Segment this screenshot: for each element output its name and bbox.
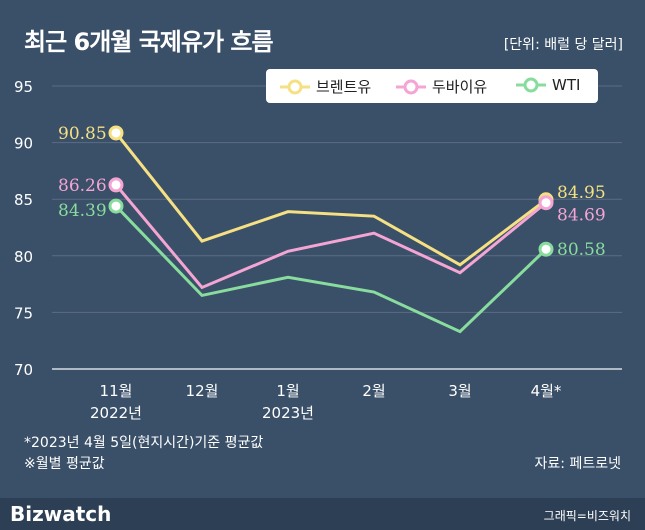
source-label: 자료: 페트로넷 [534,456,621,472]
series-line-2 [114,205,548,334]
legend-marker-wti [516,77,546,93]
data-point [108,198,124,214]
x-tick-label: 3월 [448,382,471,400]
x-tick-labels: 11월 2022년 12월 1월 2023년 2월 3월 4월* [90,382,562,422]
data-labels: 90.85 84.95 86.26 84.69 84.39 80.58 [58,124,606,260]
legend-marker-dubai [396,79,426,94]
x-tick-label: 2023년 [262,404,314,422]
graphic-credit: 그래픽=비즈워치 [543,509,631,523]
legend-item-dubai: 두바이유 [394,76,487,97]
data-label: 84.95 [557,183,606,203]
x-tick-label: 12월 [186,382,219,400]
y-tick-label: 95 [14,78,33,96]
data-label: 84.69 [557,206,606,226]
data-label: 86.26 [58,176,107,196]
legend-item-brent: 브렌트유 [278,76,371,97]
series-line-0 [114,132,547,267]
legend-marker-brent [280,79,310,94]
data-point [538,241,554,257]
y-tick-label: 85 [14,191,33,209]
y-tick-label: 90 [14,135,33,153]
chart-title: 최근 6개월 국제유가 흐름 [24,28,274,56]
bizwatch-logo: Bizwatch [10,502,112,526]
x-tick-label: 1월 [276,382,299,400]
data-label: 84.39 [58,201,107,221]
data-label: 80.58 [557,240,606,260]
x-tick-label: 2022년 [90,404,142,422]
legend-label-brent: 브렌트유 [316,78,372,96]
y-tick-label: 75 [14,304,33,322]
y-tick-labels: 70 75 80 85 90 95 [14,78,33,379]
footnote-average: ※월별 평균값 [24,456,105,472]
series-line-1 [114,183,547,290]
x-tick-label: 4월* [531,382,562,400]
data-point [108,177,124,193]
series-lines [108,125,554,334]
legend-item-wti: WTI [514,76,580,94]
legend-label-wti: WTI [552,76,581,94]
x-tick-label: 2월 [362,382,385,400]
footer-bar: Bizwatch 그래픽=비즈워치 [0,498,645,530]
x-tick-label: 11월 [100,382,133,400]
unit-label: [단위: 배럴 당 달러] [503,37,623,53]
data-point [108,125,124,141]
line-chart: 70 75 80 85 90 95 11월 2022년 12월 1월 2023년 2월 3월 4월* 9… [14,78,622,422]
y-tick-label: 70 [14,361,33,379]
legend-label-dubai: 두바이유 [432,78,488,96]
footnote-date: *2023년 4월 5일(현지시간)기준 평균값 [24,435,264,451]
data-label: 90.85 [58,124,107,144]
legend: 브렌트유 두바이유 WTI [266,69,598,103]
data-point [538,195,554,211]
y-tick-label: 80 [14,248,33,266]
